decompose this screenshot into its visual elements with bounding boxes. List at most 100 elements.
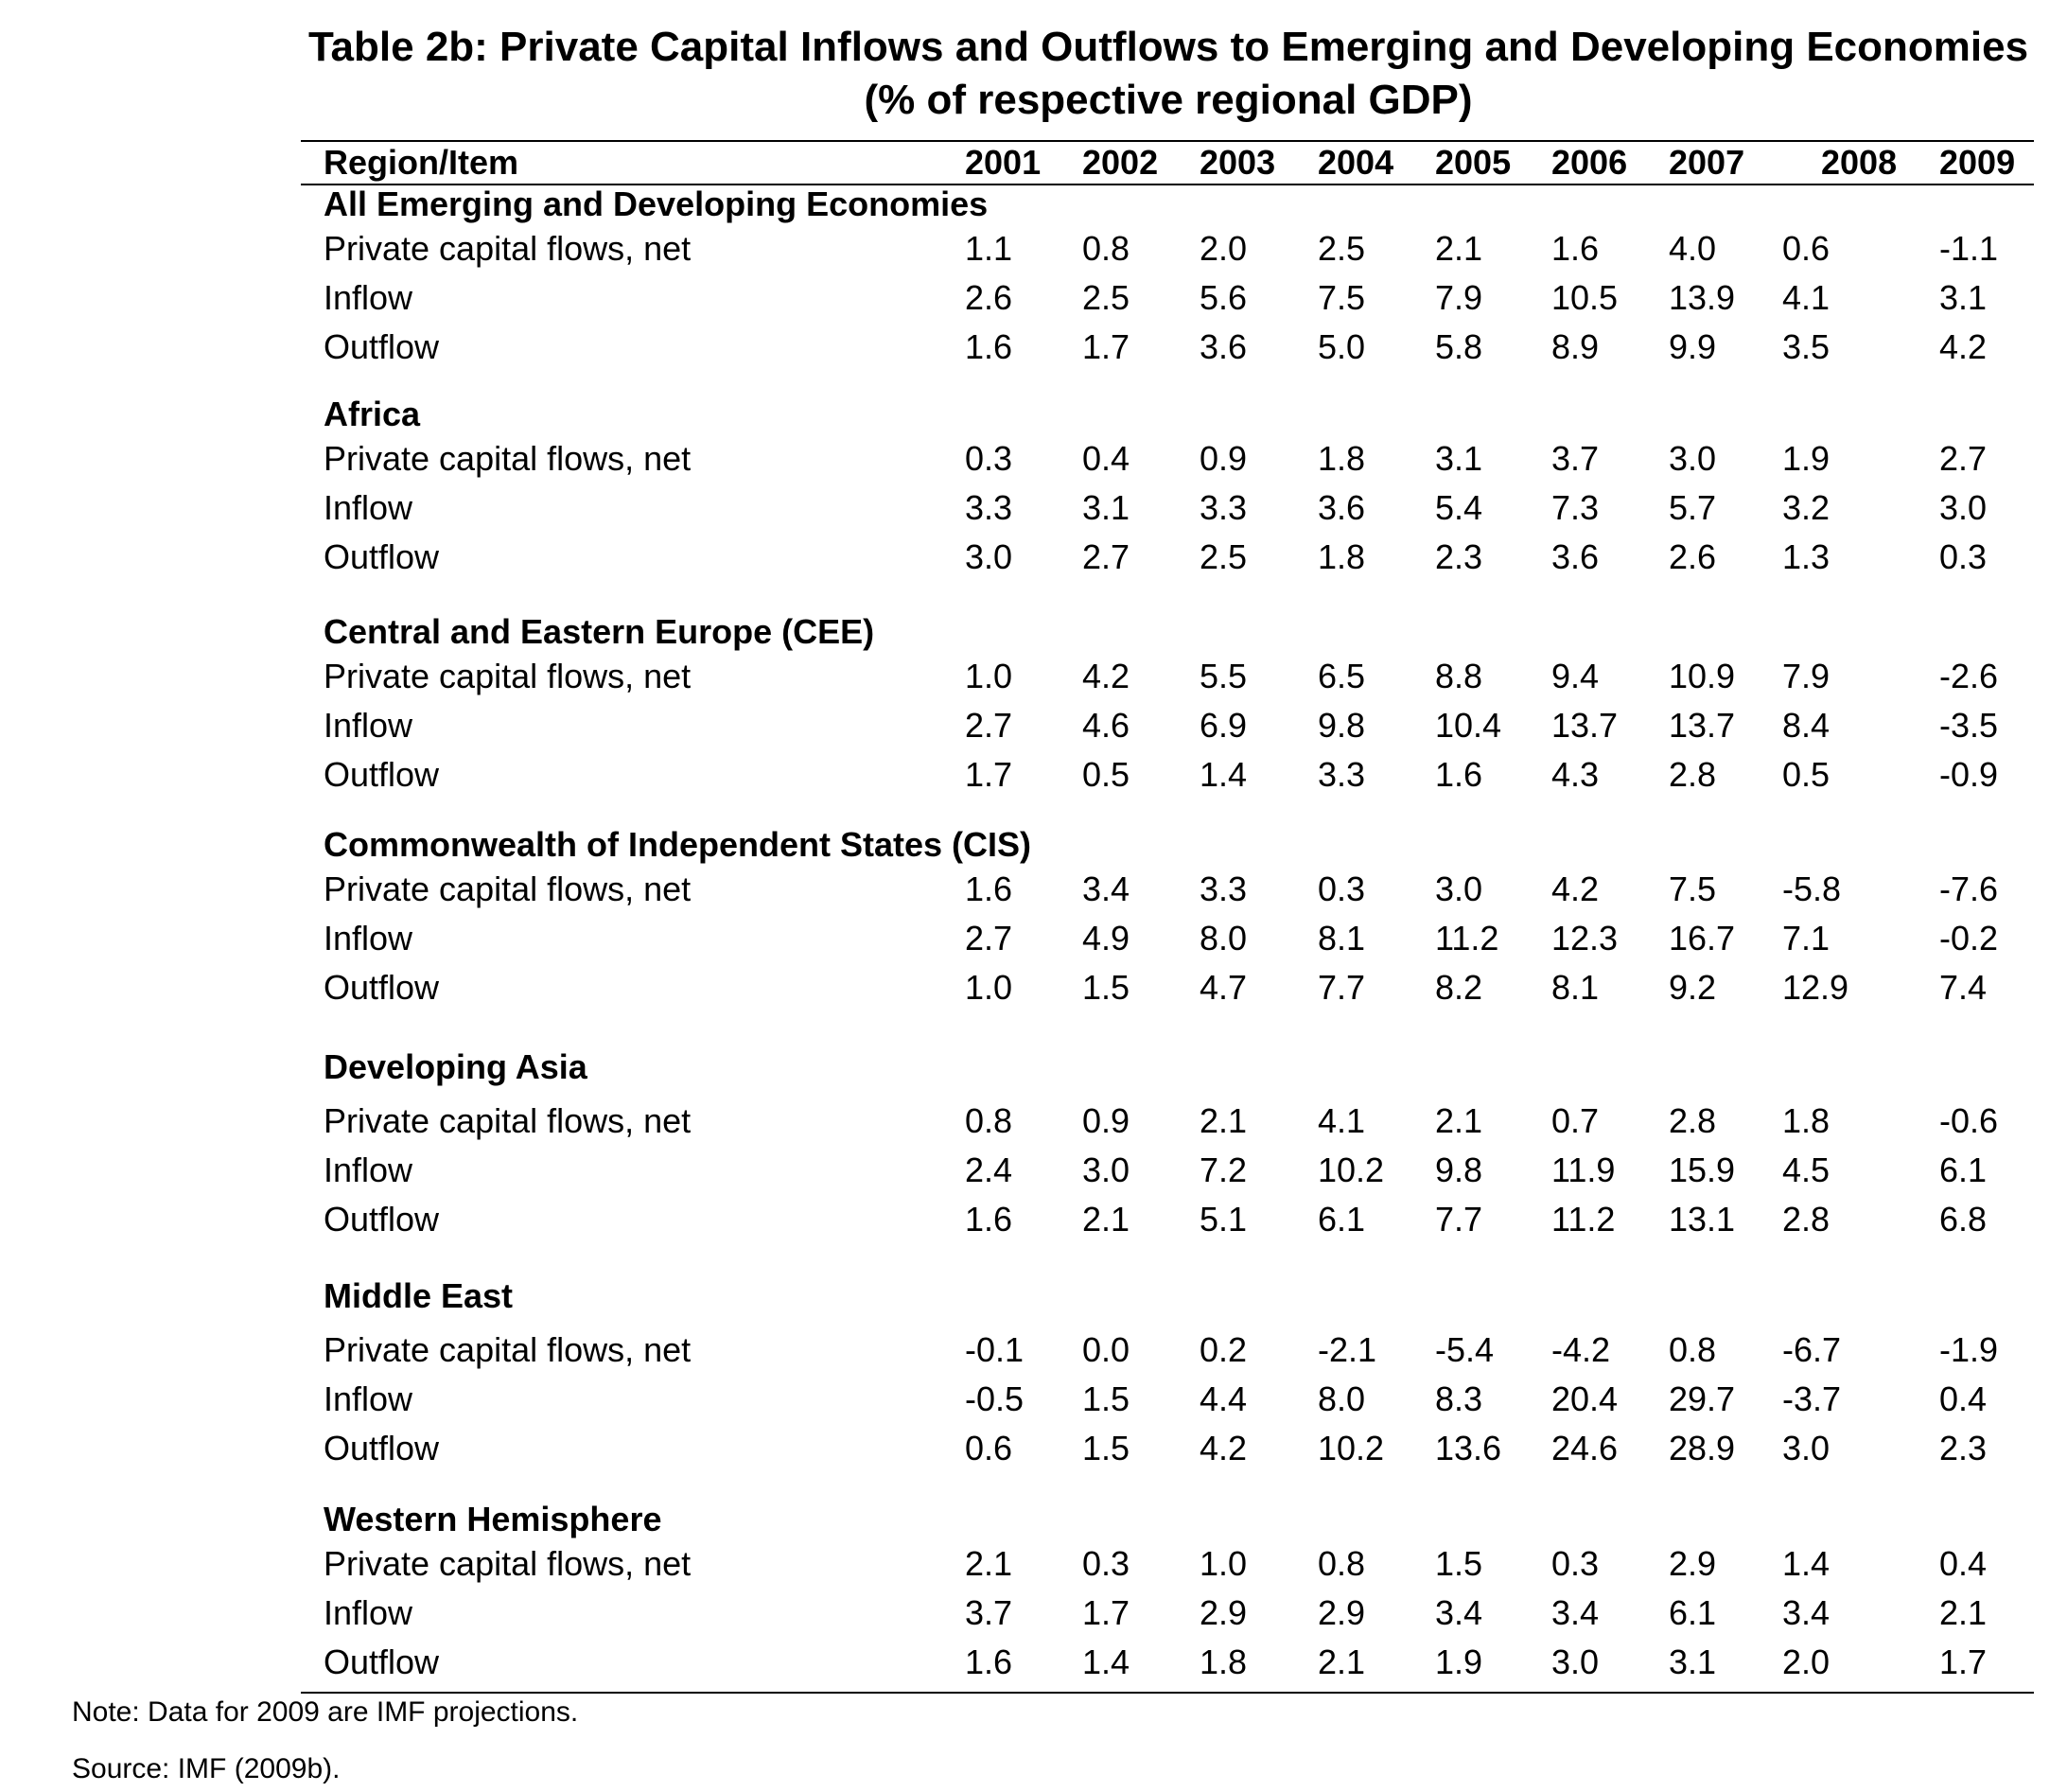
table-cell-2005: 7.9 [1435, 278, 1483, 317]
table-cell-2008: 3.4 [1782, 1593, 1831, 1632]
table-cell-2001: -0.5 [965, 1379, 1025, 1418]
table-cell-2007: 13.1 [1669, 1200, 1736, 1239]
table-cell-2004: 8.1 [1318, 919, 1366, 957]
table-cell-2004: 2.1 [1318, 1643, 1366, 1681]
table-cell-2003: 3.3 [1200, 870, 1248, 908]
table-cell-2003: 6.9 [1200, 706, 1248, 745]
table-cell-2002: 4.9 [1082, 919, 1130, 957]
table-cell-2005: 8.8 [1435, 657, 1483, 695]
table-cell-2007: 16.7 [1669, 919, 1736, 957]
table-cell-2001: 1.7 [965, 755, 1013, 794]
table-cell-2005: 1.5 [1435, 1544, 1483, 1583]
table-cell-2009: 0.4 [1939, 1544, 1988, 1583]
table-cell-2002: 0.4 [1082, 439, 1130, 478]
table-cell-2002: 0.0 [1082, 1330, 1130, 1369]
table-cell-2001: 2.7 [965, 706, 1013, 745]
table-cell-2008: 0.5 [1782, 755, 1831, 794]
row-label: Outflow [324, 1643, 440, 1681]
table-cell-2001: 2.4 [965, 1151, 1013, 1189]
title-line-2: (% of respective regional GDP) [864, 77, 1473, 123]
table-cell-2002: 1.7 [1082, 327, 1130, 366]
table-cell-2003: 5.6 [1200, 278, 1248, 317]
table-cell-2004: 6.5 [1318, 657, 1366, 695]
table-cell-2009: 2.3 [1939, 1429, 1988, 1467]
bottom-rule [301, 1692, 2034, 1694]
table-cell-2002: 4.6 [1082, 706, 1130, 745]
table-cell-2008: 3.5 [1782, 327, 1831, 366]
table-cell-2002: 3.1 [1082, 488, 1130, 527]
table-cell-2001: 1.6 [965, 870, 1013, 908]
table-cell-2003: 1.8 [1200, 1643, 1248, 1681]
table-cell-2009: 4.2 [1939, 327, 1988, 366]
table-cell-2005: 2.1 [1435, 1101, 1483, 1140]
table-cell-2006: 3.4 [1551, 1593, 1600, 1632]
header-rule [301, 184, 2034, 185]
table-cell-2005: 1.9 [1435, 1643, 1483, 1681]
table-cell-2004: 2.9 [1318, 1593, 1366, 1632]
table-cell-2002: 2.7 [1082, 537, 1130, 576]
table-cell-2003: 8.0 [1200, 919, 1248, 957]
table-cell-2002: 0.3 [1082, 1544, 1130, 1583]
table-cell-2003: 4.7 [1200, 968, 1248, 1007]
header-year-2004: 2004 [1318, 143, 1394, 182]
table-cell-2004: 3.3 [1318, 755, 1366, 794]
table-cell-2005: 9.8 [1435, 1151, 1483, 1189]
table-cell-2004: 0.3 [1318, 870, 1366, 908]
table-cell-2009: -0.2 [1939, 919, 1999, 957]
table-cell-2002: 3.4 [1082, 870, 1130, 908]
table-cell-2003: 5.1 [1200, 1200, 1248, 1239]
table-cell-2006: 0.7 [1551, 1101, 1600, 1140]
table-cell-2008: 4.1 [1782, 278, 1831, 317]
row-label: Inflow [324, 1379, 413, 1418]
table-cell-2005: 3.0 [1435, 870, 1483, 908]
table-cell-2008: 3.0 [1782, 1429, 1831, 1467]
row-label: Inflow [324, 919, 413, 957]
table-cell-2001: 3.0 [965, 537, 1013, 576]
table-cell-2003: 1.0 [1200, 1544, 1248, 1583]
table-cell-2006: 8.9 [1551, 327, 1600, 366]
table-cell-2008: 1.3 [1782, 537, 1831, 576]
table-cell-2005: 3.1 [1435, 439, 1483, 478]
table-cell-2008: 0.6 [1782, 229, 1831, 268]
table-cell-2003: 7.2 [1200, 1151, 1248, 1189]
table-cell-2005: 5.4 [1435, 488, 1483, 527]
table-cell-2006: 0.3 [1551, 1544, 1600, 1583]
table-cell-2007: 15.9 [1669, 1151, 1736, 1189]
row-label: Outflow [324, 755, 440, 794]
table-cell-2005: 7.7 [1435, 1200, 1483, 1239]
row-label: Private capital flows, net [324, 1101, 692, 1140]
table-cell-2007: 9.9 [1669, 327, 1717, 366]
table-cell-2008: 12.9 [1782, 968, 1849, 1007]
table-cell-2002: 4.2 [1082, 657, 1130, 695]
table-cell-2006: 3.7 [1551, 439, 1600, 478]
table-cell-2003: 2.1 [1200, 1101, 1248, 1140]
table-cell-2007: 2.8 [1669, 1101, 1717, 1140]
table-cell-2004: 4.1 [1318, 1101, 1366, 1140]
row-label: Inflow [324, 1593, 413, 1632]
table-cell-2005: 3.4 [1435, 1593, 1483, 1632]
table-cell-2008: 2.8 [1782, 1200, 1831, 1239]
row-label: Outflow [324, 1429, 440, 1467]
table-cell-2003: 2.9 [1200, 1593, 1248, 1632]
table-cell-2006: 7.3 [1551, 488, 1600, 527]
table-cell-2001: 2.7 [965, 919, 1013, 957]
table-cell-2001: 3.3 [965, 488, 1013, 527]
table-cell-2002: 0.8 [1082, 229, 1130, 268]
table-cell-2009: 2.1 [1939, 1593, 1988, 1632]
table-cell-2001: 1.6 [965, 1643, 1013, 1681]
table-cell-2004: 1.8 [1318, 537, 1366, 576]
table-cell-2002: 0.5 [1082, 755, 1130, 794]
table-cell-2009: -0.9 [1939, 755, 1999, 794]
table-cell-2008: 7.9 [1782, 657, 1831, 695]
header-year-2008: 2008 [1821, 143, 1898, 182]
row-label: Private capital flows, net [324, 870, 692, 908]
table-cell-2001: 1.6 [965, 1200, 1013, 1239]
table-cell-2007: 2.6 [1669, 537, 1717, 576]
table-cell-2001: 2.1 [965, 1544, 1013, 1583]
table-cell-2001: 1.0 [965, 657, 1013, 695]
table-cell-2008: 1.9 [1782, 439, 1831, 478]
table-cell-2001: 0.6 [965, 1429, 1013, 1467]
table-cell-2003: 4.2 [1200, 1429, 1248, 1467]
title-line-1: Table 2b: Private Capital Inflows and Ou… [307, 24, 2029, 70]
header-region-item: Region/Item [324, 143, 519, 182]
